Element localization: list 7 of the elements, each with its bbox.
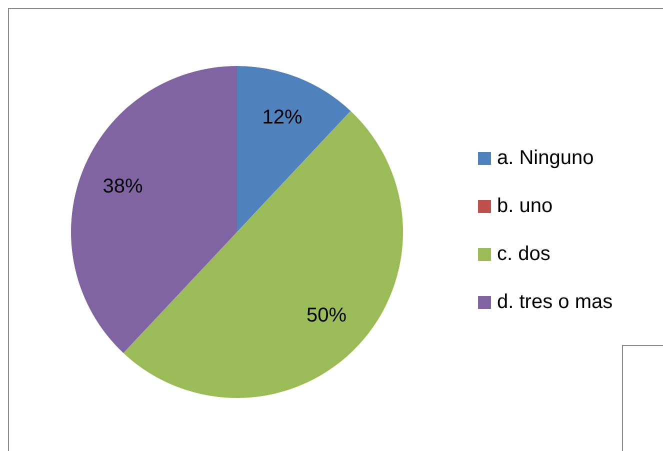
legend-label: c. dos — [497, 242, 550, 266]
data-label: 50% — [306, 304, 347, 327]
legend-label: d. tres o mas — [497, 290, 613, 314]
legend-label: b. uno — [497, 194, 553, 218]
data-label: 38% — [102, 175, 144, 198]
legend-label: a. Ninguno — [497, 146, 594, 170]
data-label: 12% — [262, 106, 302, 128]
